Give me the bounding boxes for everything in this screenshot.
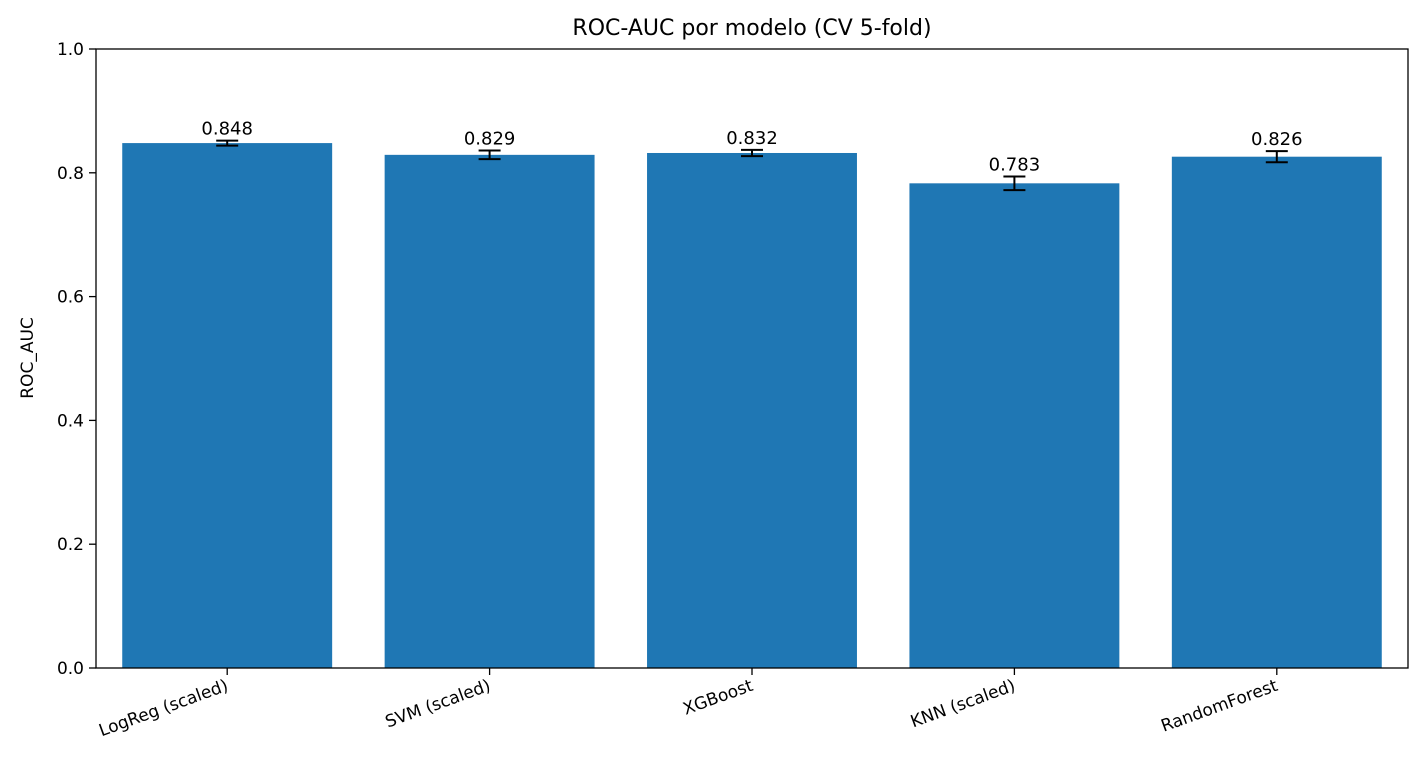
data-labels-group: 0.848 0.829 0.832 0.783 0.826 <box>201 119 1302 176</box>
x-tick-label: KNN (scaled) <box>908 676 1018 732</box>
y-tick-label: 0.0 <box>57 659 84 679</box>
y-axis-label: ROC_AUC <box>18 317 38 399</box>
data-label: 0.829 <box>464 129 516 150</box>
bar <box>384 154 595 668</box>
x-tick-label: LogReg (scaled) <box>96 676 231 741</box>
plot-frame <box>95 48 1409 669</box>
chart-title: ROC-AUC por modelo (CV 5-fold) <box>572 16 931 41</box>
error-bars-group <box>216 139 1288 192</box>
data-label: 0.848 <box>201 119 253 140</box>
data-label: 0.783 <box>989 155 1041 176</box>
y-tick-label: 0.4 <box>57 411 84 431</box>
x-tick-label: RandomForest <box>1158 676 1280 737</box>
y-tick-label: 1.0 <box>57 40 84 60</box>
y-tick-label: 0.8 <box>57 164 84 184</box>
bars-group <box>122 143 1382 668</box>
data-label: 0.826 <box>1251 129 1303 150</box>
x-tick-label: XGBoost <box>680 676 756 720</box>
y-tick-label: 0.2 <box>57 535 84 555</box>
bar <box>122 143 333 668</box>
y-axis: 0.0 0.2 0.4 0.6 0.8 1.0 <box>57 40 96 679</box>
x-axis: LogReg (scaled) SVM (scaled) XGBoost KNN (s… <box>96 668 1281 741</box>
y-tick-label: 0.6 <box>57 288 84 308</box>
bar <box>909 183 1120 668</box>
data-label: 0.832 <box>726 128 778 149</box>
x-tick-label: SVM (scaled) <box>383 676 494 733</box>
bar <box>1171 156 1382 668</box>
bar <box>647 152 857 668</box>
